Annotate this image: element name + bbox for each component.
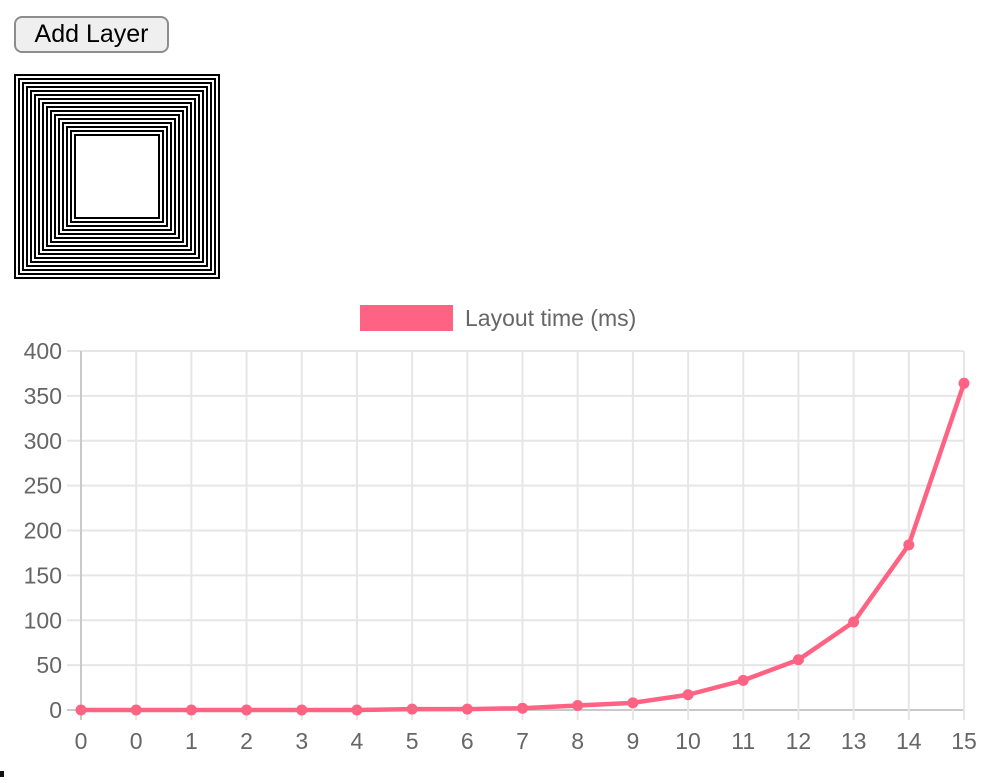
x-tick-label: 7 bbox=[516, 728, 529, 754]
chart-legend-item[interactable]: Layout time (ms) bbox=[360, 305, 636, 331]
data-point[interactable] bbox=[296, 704, 308, 716]
x-tick-label: 3 bbox=[295, 728, 308, 754]
y-tick-label: 200 bbox=[24, 518, 62, 544]
data-point[interactable] bbox=[682, 689, 694, 701]
y-tick-label: 100 bbox=[24, 607, 62, 633]
x-tick-label: 12 bbox=[786, 728, 812, 754]
data-point[interactable] bbox=[130, 704, 142, 716]
nested-squares-figure bbox=[14, 74, 220, 279]
layer-ring bbox=[50, 110, 184, 243]
y-axis-labels: 0 50 100 150 200 250 300 350 400 bbox=[24, 338, 62, 723]
layer-ring bbox=[34, 94, 200, 259]
y-tick-label: 250 bbox=[24, 473, 62, 499]
data-point[interactable] bbox=[737, 674, 749, 686]
layer-ring bbox=[18, 78, 216, 275]
x-tick-label: 4 bbox=[351, 728, 364, 754]
x-tick-label: 11 bbox=[731, 728, 755, 754]
layout-time-chart: Layout time (ms) 0 50 100 150 200 250 300 350 40… bbox=[0, 295, 994, 775]
nested-squares-svg bbox=[14, 74, 220, 279]
x-tick-label: 0 bbox=[130, 728, 143, 754]
x-axis-labels: 0 0 1 2 3 4 5 6 7 8 9 10 11 12 13 14 15 bbox=[75, 728, 977, 754]
chart-grid bbox=[67, 350, 965, 720]
data-point[interactable] bbox=[848, 616, 860, 628]
layer-ring bbox=[70, 130, 164, 223]
x-tick-label: 1 bbox=[185, 728, 198, 754]
legend-swatch bbox=[360, 305, 453, 331]
layer-ring bbox=[62, 122, 172, 231]
layer-ring bbox=[74, 134, 160, 219]
data-point[interactable] bbox=[792, 654, 804, 666]
x-tick-label: 9 bbox=[626, 728, 639, 754]
data-point[interactable] bbox=[903, 539, 915, 551]
layer-ring bbox=[54, 114, 180, 239]
data-point[interactable] bbox=[572, 700, 584, 712]
layer-ring bbox=[26, 86, 208, 267]
stray-mark bbox=[0, 771, 4, 777]
series-layout-time bbox=[75, 377, 970, 716]
data-point[interactable] bbox=[241, 704, 253, 716]
x-tick-label: 6 bbox=[461, 728, 474, 754]
x-tick-label: 0 bbox=[75, 728, 88, 754]
x-tick-label: 14 bbox=[896, 728, 922, 754]
data-point[interactable] bbox=[517, 702, 528, 714]
y-tick-label: 0 bbox=[49, 697, 62, 723]
layer-ring bbox=[58, 118, 176, 235]
y-tick-label: 350 bbox=[24, 383, 62, 409]
layer-ring bbox=[22, 82, 212, 271]
data-point[interactable] bbox=[75, 704, 87, 716]
layer-ring bbox=[66, 126, 168, 227]
layer-ring bbox=[14, 74, 220, 279]
x-tick-label: 5 bbox=[406, 728, 419, 754]
data-point[interactable] bbox=[958, 377, 970, 389]
y-tick-label: 400 bbox=[24, 338, 62, 364]
y-tick-label: 150 bbox=[24, 562, 62, 588]
x-tick-label: 8 bbox=[571, 728, 584, 754]
x-tick-label: 10 bbox=[675, 728, 701, 754]
layer-ring bbox=[30, 90, 204, 263]
data-point[interactable] bbox=[406, 703, 418, 715]
add-layer-button[interactable]: Add Layer bbox=[14, 16, 169, 53]
y-tick-label: 300 bbox=[24, 428, 62, 454]
data-point[interactable] bbox=[185, 704, 197, 716]
data-point[interactable] bbox=[351, 704, 363, 716]
y-tick-label: 50 bbox=[36, 652, 62, 678]
data-point[interactable] bbox=[461, 703, 473, 715]
x-tick-label: 15 bbox=[951, 728, 977, 754]
x-tick-label: 2 bbox=[240, 728, 253, 754]
data-point[interactable] bbox=[627, 697, 639, 709]
x-tick-label: 13 bbox=[841, 728, 867, 754]
layer-ring bbox=[38, 98, 196, 255]
layer-ring bbox=[42, 102, 192, 251]
layer-ring bbox=[46, 106, 188, 247]
legend-label: Layout time (ms) bbox=[465, 305, 637, 331]
